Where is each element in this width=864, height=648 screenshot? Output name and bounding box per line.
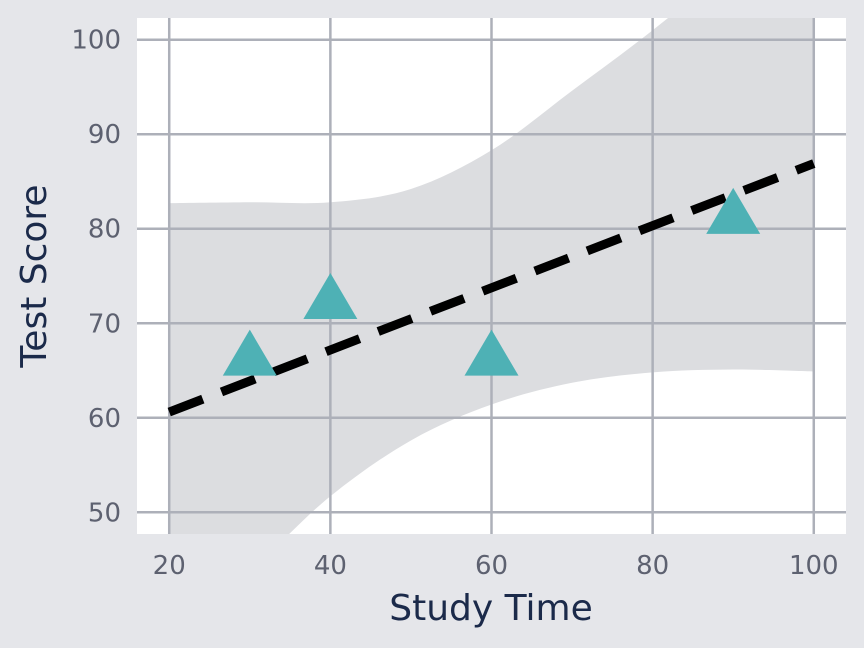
data-point-triangle (706, 187, 761, 234)
y-tick-label: 90 (88, 120, 121, 150)
x-tick-label: 100 (789, 551, 839, 581)
x-axis-title: Study Time (389, 588, 592, 629)
data-point-triangle (222, 329, 277, 376)
x-tick-label: 60 (475, 551, 508, 581)
y-tick-label: 100 (71, 26, 121, 56)
x-tick-label: 80 (636, 551, 669, 581)
y-axis-title: Test Score (14, 184, 55, 368)
trend-line (167, 159, 816, 417)
y-tick-label: 60 (88, 404, 121, 434)
data-points (222, 187, 761, 376)
y-tick-label: 80 (88, 215, 121, 245)
y-tick-labels: 50 60 70 80 90 100 (71, 26, 121, 529)
x-tick-label: 20 (153, 551, 186, 581)
data-point-triangle (464, 329, 519, 376)
y-tick-label: 70 (88, 309, 121, 339)
data-point-triangle (303, 272, 358, 319)
x-tick-labels: 20 40 60 80 100 (153, 551, 839, 581)
y-tick-label: 50 (88, 498, 121, 528)
x-tick-label: 40 (314, 551, 347, 581)
